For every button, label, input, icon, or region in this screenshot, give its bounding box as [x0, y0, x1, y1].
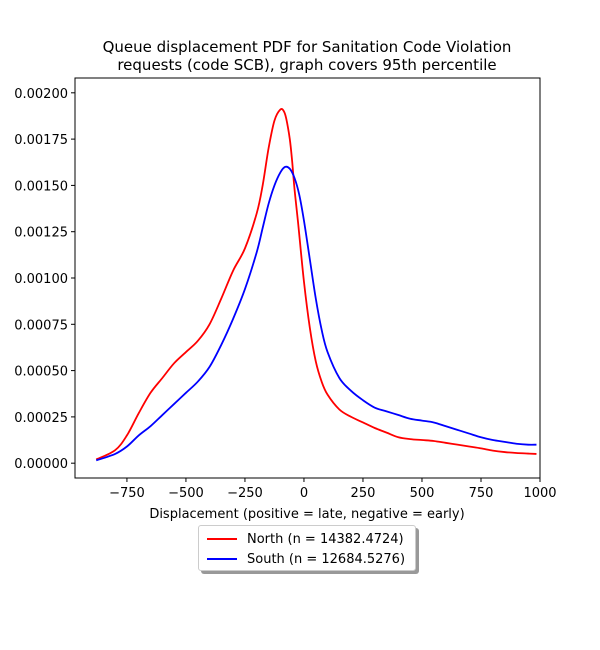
- chart-title-line-1: Queue displacement PDF for Sanitation Co…: [103, 38, 512, 56]
- y-tick-label: 0.00100: [14, 272, 68, 287]
- y-tick-label: 0.00050: [14, 365, 68, 380]
- y-tick-label: 0.00175: [14, 133, 68, 148]
- x-axis-label: Displacement (positive = late, negative …: [149, 507, 464, 522]
- chart-title-line-2: requests (code SCB), graph covers 95th p…: [117, 56, 496, 74]
- legend-swatch-north: [207, 538, 237, 540]
- legend-label-north: North (n = 14382.4724): [247, 531, 404, 547]
- y-tick-label: 0.00150: [14, 179, 68, 194]
- x-tick-label: −750: [109, 486, 145, 501]
- y-axis: 0.00000 0.00025 0.00050 0.00075 0.00100 0.001…: [14, 87, 75, 472]
- x-tick-label: −250: [227, 486, 263, 501]
- legend-item-south: South (n = 12684.5276): [207, 549, 405, 569]
- y-tick-label: 0.00075: [14, 318, 68, 333]
- x-tick-label: 500: [410, 486, 435, 501]
- y-tick-label: 0.00125: [14, 226, 68, 241]
- y-tick-label: 0.00000: [14, 457, 68, 472]
- x-axis: −750 −500 −250 0 250 500 750 1000: [109, 478, 557, 501]
- y-tick-label: 0.00025: [14, 411, 68, 426]
- x-tick-label: 1000: [523, 486, 556, 501]
- plot-frame: [74, 77, 541, 479]
- legend-label-south: South (n = 12684.5276): [247, 551, 406, 567]
- series-line-south: [95, 165, 537, 462]
- x-tick-label: 250: [351, 486, 376, 501]
- y-tick-label: 0.00200: [14, 87, 68, 102]
- legend: North (n = 14382.4724) South (n = 12684.…: [198, 525, 416, 571]
- plot-area: [95, 108, 537, 462]
- legend-item-north: North (n = 14382.4724): [207, 529, 404, 549]
- legend-swatch-south: [207, 558, 237, 560]
- x-tick-label: −500: [168, 486, 204, 501]
- x-tick-label: 750: [469, 486, 494, 501]
- x-tick-label: 0: [300, 486, 308, 501]
- series-line-north: [95, 108, 537, 461]
